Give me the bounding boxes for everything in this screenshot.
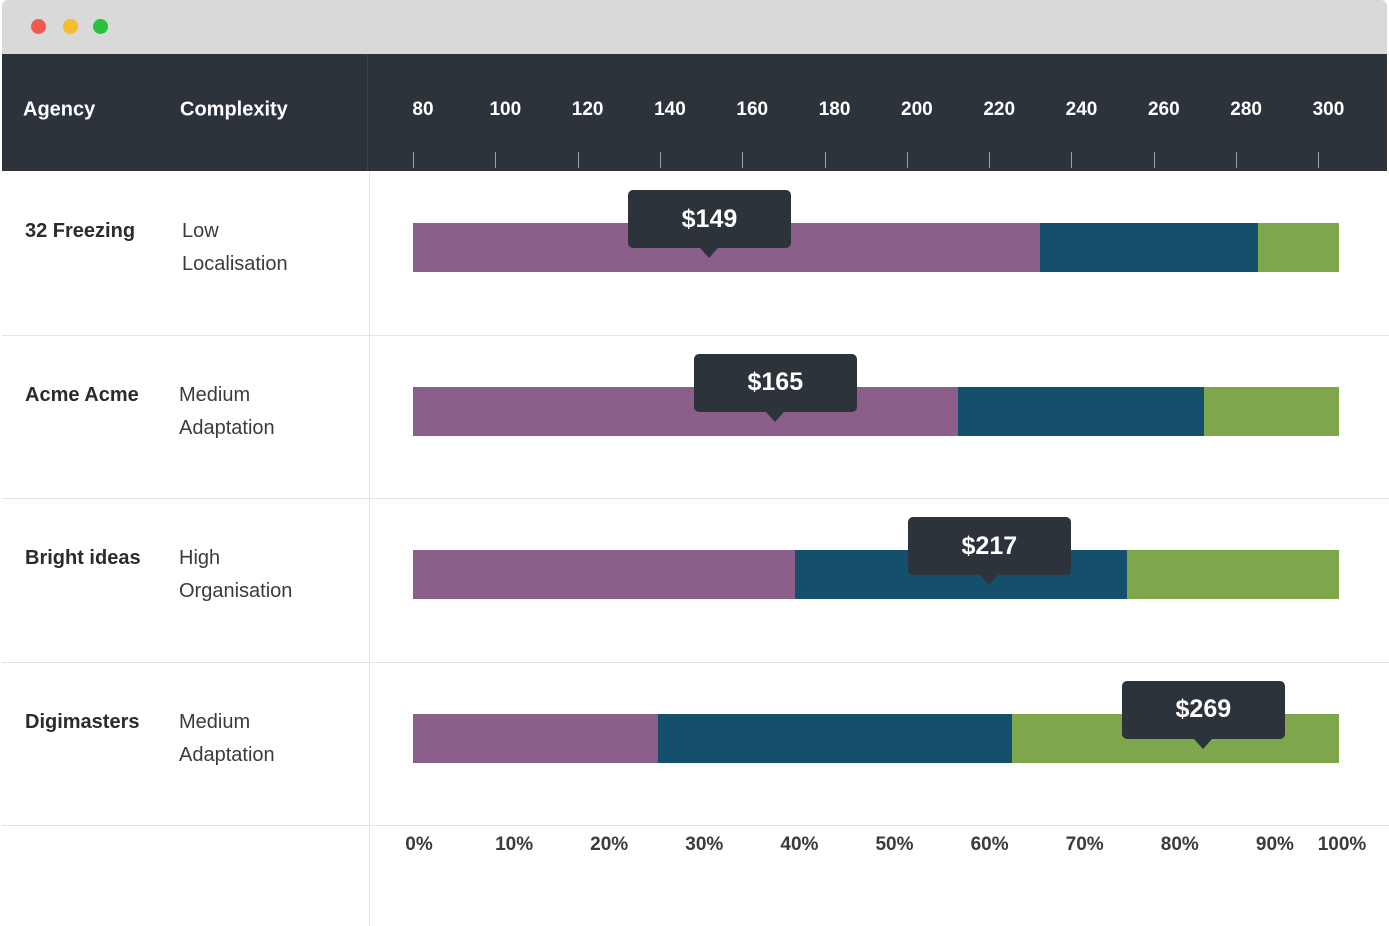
header-divider <box>367 54 368 171</box>
agency-column-header: Agency <box>23 98 96 121</box>
complexity-level: Medium <box>179 710 251 733</box>
percent-tick-label: 70% <box>1065 834 1104 855</box>
price-tick-label: 140 <box>654 99 686 120</box>
stacked-bar <box>413 550 1340 599</box>
price-tick-mark <box>1318 152 1320 168</box>
complexity-type: Adaptation <box>179 743 275 766</box>
price-tick-mark <box>659 152 661 168</box>
bar-segment-2 <box>1039 223 1258 272</box>
price-tick-mark <box>989 152 991 168</box>
row-separator <box>2 498 1389 499</box>
price-tick-label: 260 <box>1147 99 1180 120</box>
bar-segment-3 <box>1257 223 1340 272</box>
price-tick-label: 120 <box>571 99 604 120</box>
price-tick-label: 80 <box>412 99 434 120</box>
bar-segment-1 <box>413 386 959 436</box>
table-header: Agency Complexity 80 100 120 140 160 180 200 22… <box>2 54 1387 171</box>
tooltip-pointer <box>699 248 718 258</box>
price-tick-mark <box>1236 152 1238 168</box>
price-tick-mark <box>906 152 908 168</box>
percent-tick-label: 30% <box>685 834 724 855</box>
price-tick-label: 160 <box>736 99 769 120</box>
window-titlebar <box>2 0 1387 54</box>
row-separator <box>2 825 1389 826</box>
minimize-window-button[interactable] <box>63 19 78 34</box>
complexity-level: High <box>179 547 221 569</box>
percent-tick-label: 100% <box>1317 834 1367 855</box>
complexity-label: Medium Adaptation <box>179 379 275 445</box>
price-tick-label: 100 <box>489 99 522 120</box>
row-separator <box>2 334 1389 336</box>
agency-name: Digimasters <box>25 710 140 733</box>
price-tick-mark <box>577 152 579 168</box>
price-tick-label: 240 <box>1065 99 1098 120</box>
complexity-label: Medium Adaptation <box>179 706 275 772</box>
price-tick-label: 280 <box>1230 99 1262 120</box>
price-tick-label: 220 <box>983 99 1016 120</box>
complexity-label: Low Localisation <box>182 215 288 281</box>
bar-segment-3 <box>1203 386 1340 436</box>
bar-segment-2 <box>658 713 1013 763</box>
agency-name: Bright ideas <box>25 547 141 569</box>
complexity-level: Low <box>182 220 219 242</box>
complexity-type: Organisation <box>179 580 293 602</box>
agency-name: 32 Freezing <box>25 220 136 242</box>
bar-segment-3 <box>1126 550 1340 599</box>
percent-tick-label: 80% <box>1160 834 1199 855</box>
price-tick-label: 180 <box>818 99 851 120</box>
agency-name: Acme Acme <box>25 383 139 406</box>
percent-tick-label: 40% <box>780 834 819 855</box>
price-tooltip: $269 <box>1121 680 1285 739</box>
price-tick-mark <box>1071 152 1073 168</box>
bar-segment-1 <box>413 550 795 599</box>
price-tick-mark <box>742 152 744 168</box>
tooltip-pointer <box>765 411 784 422</box>
price-tooltip: $217 <box>907 517 1071 575</box>
price-tick-label: 200 <box>901 99 933 120</box>
percent-tick-label: 10% <box>495 834 534 855</box>
percent-tick-label: 60% <box>970 834 1009 855</box>
price-tooltip: $165 <box>693 353 857 412</box>
stacked-bar <box>413 223 1340 272</box>
complexity-type: Localisation <box>182 253 288 275</box>
complexity-column-header: Complexity <box>180 98 288 121</box>
price-tick-mark <box>824 152 826 168</box>
complexity-level: Medium <box>179 383 251 406</box>
price-tick-mark <box>413 152 414 168</box>
stacked-bar <box>413 386 1340 436</box>
price-tooltip: $149 <box>627 190 791 248</box>
bar-segment-2 <box>958 386 1205 436</box>
close-window-button[interactable] <box>31 19 46 34</box>
percent-tick-label: 50% <box>875 834 914 855</box>
complexity-type: Adaptation <box>179 416 275 439</box>
stacked-bar <box>413 713 1340 763</box>
row-separator <box>2 661 1389 663</box>
complexity-label: High Organisation <box>179 542 292 608</box>
tooltip-pointer <box>979 575 998 585</box>
price-tick-label: 300 <box>1312 99 1345 120</box>
price-tick-mark <box>1153 152 1155 168</box>
price-tick-mark <box>495 152 497 168</box>
maximize-window-button[interactable] <box>93 19 108 34</box>
percent-tick-label: 20% <box>590 834 629 855</box>
tooltip-pointer <box>1193 738 1212 749</box>
column-divider <box>369 171 370 926</box>
percent-tick-label: 0% <box>405 834 433 855</box>
percent-tick-label: 90% <box>1255 834 1294 855</box>
bar-segment-1 <box>413 713 659 763</box>
